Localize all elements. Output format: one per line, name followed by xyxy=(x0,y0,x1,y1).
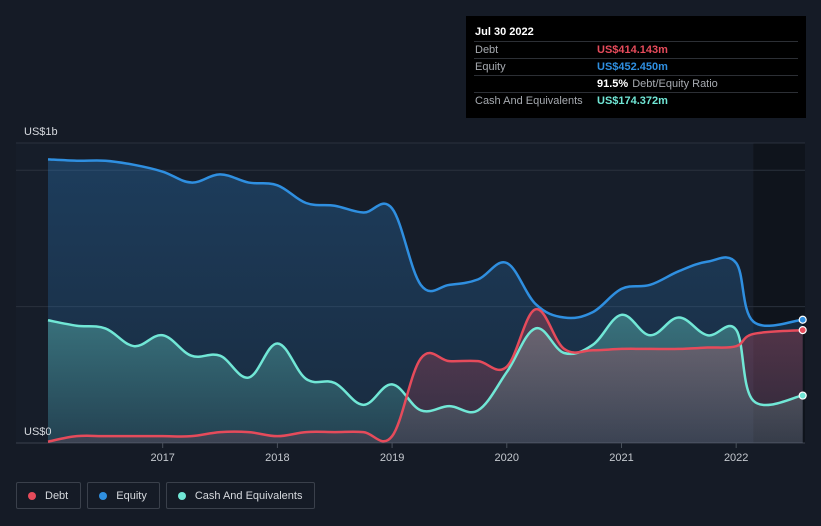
legend-label: Cash And Equivalents xyxy=(194,489,303,502)
tooltip-row-debt: Debt US$414.143m xyxy=(474,41,798,58)
legend-item-cash[interactable]: Cash And Equivalents xyxy=(165,482,316,509)
debt-line xyxy=(47,308,803,443)
tooltip-value: US$414.143m xyxy=(597,44,668,56)
tooltip-ratio-caption: Debt/Equity Ratio xyxy=(632,78,718,90)
y-axis-top-label: US$1b xyxy=(24,126,58,138)
x-tick-label: 2022 xyxy=(724,452,748,464)
x-tick-label: 2019 xyxy=(380,452,404,464)
cash-and-equivalents-endpoint-marker xyxy=(798,391,807,400)
legend-dot-icon xyxy=(28,491,36,500)
debt-area xyxy=(48,309,803,443)
equity-endpoint-marker xyxy=(798,315,807,324)
tooltip-label: Equity xyxy=(475,61,506,73)
tooltip-label: Cash And Equivalents xyxy=(475,95,583,107)
tooltip-value: US$174.372m xyxy=(597,95,668,107)
x-tick-label: 2021 xyxy=(609,452,633,464)
y-axis-bottom-label: US$0 xyxy=(24,426,52,438)
legend-label: Equity xyxy=(116,489,147,502)
hover-tooltip: Jul 30 2022 Debt US$414.143m Equity US$4… xyxy=(466,16,806,118)
legend-item-equity[interactable]: Equity xyxy=(87,482,160,509)
legend-dot-icon xyxy=(177,491,186,500)
legend-item-debt[interactable]: Debt xyxy=(16,482,82,509)
tooltip-row-equity: Equity US$452.450m xyxy=(474,58,798,75)
cash-and-equivalents-line xyxy=(47,313,803,414)
tooltip-row-ratio: 91.5% Debt/Equity Ratio xyxy=(474,75,798,92)
x-tick-label: 2018 xyxy=(265,452,289,464)
x-tick-label: 2020 xyxy=(495,452,519,464)
tooltip-label: Debt xyxy=(475,44,499,56)
legend-dot-icon xyxy=(99,491,108,500)
equity-line xyxy=(47,158,803,327)
legend-label: Debt xyxy=(45,489,69,502)
chart-legend: Debt Equity Cash And Equivalents xyxy=(16,482,321,509)
tooltip-value: US$452.450m xyxy=(597,61,668,73)
tooltip-value: 91.5% xyxy=(597,78,629,90)
tooltip-date: Jul 30 2022 xyxy=(475,26,534,38)
x-tick-label: 2017 xyxy=(150,452,174,464)
debt-endpoint-marker xyxy=(798,325,807,335)
tooltip-row-cash: Cash And Equivalents US$174.372m xyxy=(474,92,798,109)
